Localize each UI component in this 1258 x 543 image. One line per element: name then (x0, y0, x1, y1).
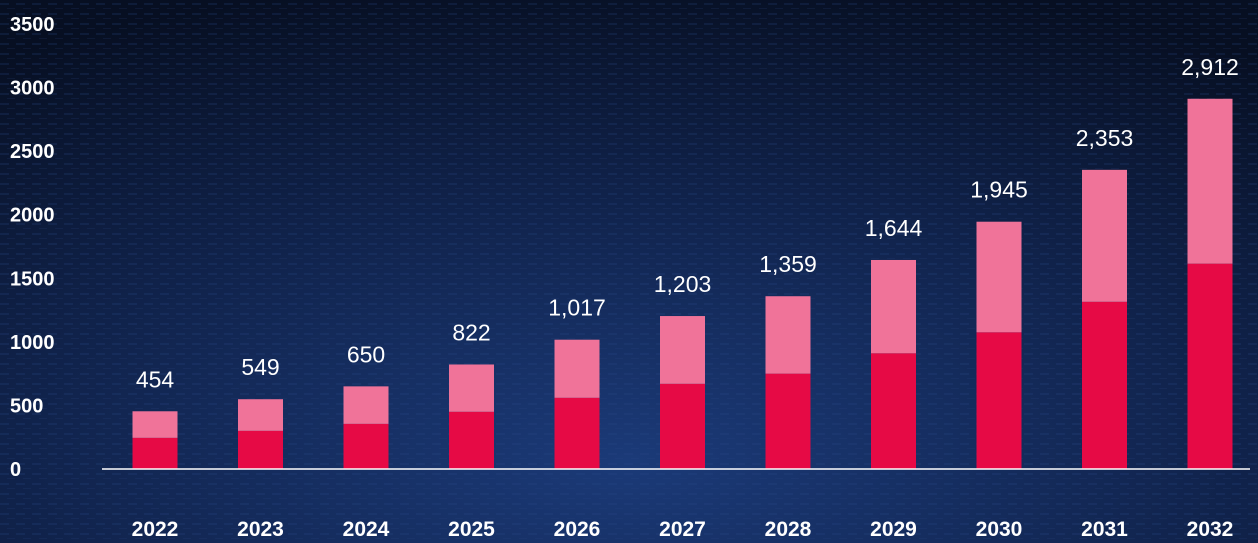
bar-segment-top (660, 316, 705, 384)
bar-segment-top (343, 386, 389, 424)
bar-segment-top (132, 411, 178, 438)
bar-segment-bottom (343, 423, 389, 469)
bars-group (132, 98, 1233, 469)
y-tick-label: 3000 (10, 78, 55, 100)
x-tick-label: 2028 (765, 518, 812, 541)
data-label: 1,644 (865, 215, 923, 241)
bar-segment-top (449, 364, 494, 412)
data-label: 2,353 (1076, 125, 1134, 151)
y-tick-label: 1000 (10, 332, 55, 354)
y-tick-label: 1500 (10, 268, 55, 290)
x-tick-label: 2032 (1187, 518, 1234, 541)
data-label: 650 (347, 341, 385, 367)
x-tick-label: 2022 (132, 518, 179, 541)
x-tick-label: 2031 (1081, 518, 1128, 541)
data-label: 2,912 (1181, 54, 1239, 80)
bar-segment-bottom (238, 430, 283, 469)
bar-segment-bottom (871, 353, 916, 469)
bar-segment-bottom (132, 437, 178, 469)
bar-segment-top (765, 296, 811, 374)
bar-segment-top (1187, 98, 1233, 264)
x-tick-label: 2030 (976, 518, 1023, 541)
data-label: 549 (241, 354, 279, 380)
y-tick-label: 500 (10, 395, 43, 417)
data-labels-group: 454 549 650 822 1,017 1,203 1,359 1,644 1,945 2,3… (136, 54, 1239, 393)
bar-segment-bottom (765, 373, 811, 469)
x-tick-label: 2029 (870, 518, 917, 541)
y-tick-label: 2000 (10, 205, 55, 227)
x-tick-label: 2027 (659, 518, 706, 541)
y-tick-label: 0 (10, 459, 21, 481)
bar-segment-top (238, 399, 283, 431)
bar-segment-bottom (554, 397, 600, 469)
bar-segment-top (871, 259, 916, 354)
bar-segment-bottom (1187, 263, 1233, 469)
bar-segment-top (1082, 169, 1127, 302)
bar-segment-bottom (660, 383, 705, 469)
x-tick-label: 2023 (237, 518, 284, 541)
bar-segment-bottom (449, 411, 494, 469)
data-label: 1,203 (654, 271, 712, 297)
bar-segment-bottom (976, 332, 1022, 469)
data-label: 822 (452, 319, 490, 345)
bar-segment-top (976, 221, 1022, 333)
y-axis: 0 500 1000 1500 2000 2500 3000 3500 (10, 14, 55, 481)
data-label: 1,359 (759, 251, 817, 277)
x-tick-label: 2025 (448, 518, 495, 541)
bar-segment-bottom (1082, 301, 1127, 469)
data-label: 454 (136, 366, 175, 392)
y-tick-label: 2500 (10, 141, 55, 163)
data-label: 1,017 (548, 295, 606, 321)
bar-segment-top (554, 339, 600, 398)
data-label: 1,945 (970, 177, 1028, 203)
x-tick-label: 2026 (554, 518, 601, 541)
x-axis: 2022 2023 2024 2025 2026 2027 2028 2029 2030 2031… (132, 518, 1234, 541)
x-tick-label: 2024 (343, 518, 390, 541)
y-tick-label: 3500 (10, 14, 55, 36)
